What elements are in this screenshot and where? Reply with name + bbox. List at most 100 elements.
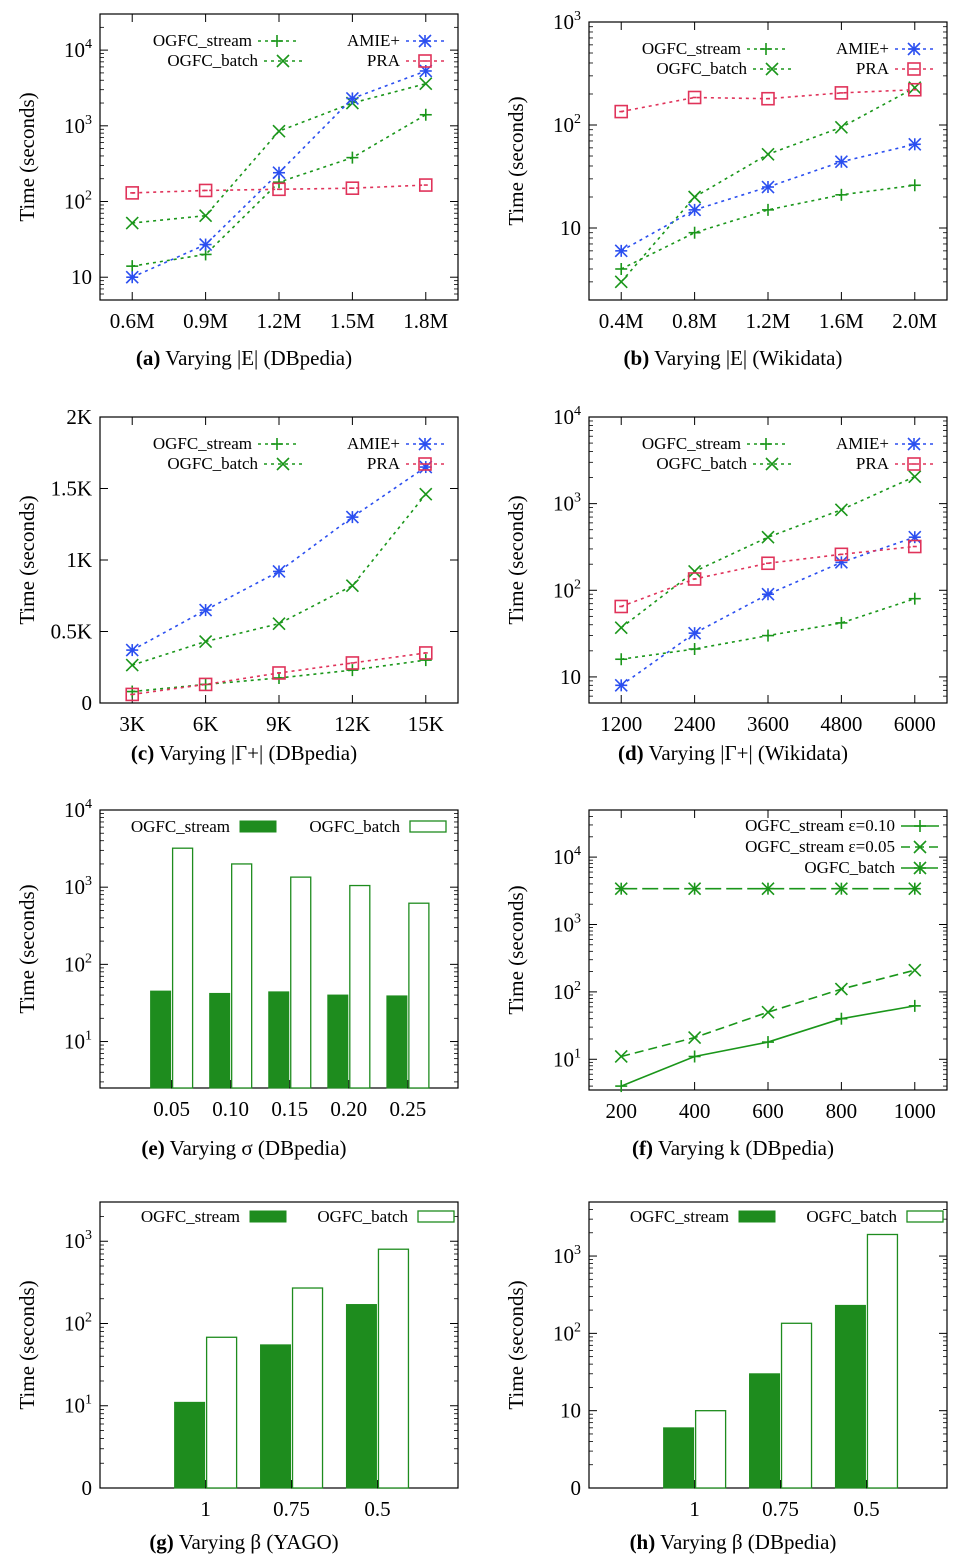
x-tick-label: 0.05 <box>153 1097 190 1121</box>
x-tick-label: 1.2M <box>746 309 791 333</box>
bar-stream <box>209 992 231 1089</box>
x-tick-label: 800 <box>826 1099 858 1123</box>
bar-batch <box>780 1322 813 1489</box>
legend-marker <box>907 457 921 471</box>
legend-marker <box>276 54 290 68</box>
data-point <box>272 124 286 138</box>
data-point <box>614 1049 628 1064</box>
bar-batch <box>866 1233 899 1489</box>
legend-label: OGFC_batch <box>309 817 400 836</box>
data-point <box>272 182 286 197</box>
data-point <box>761 1005 775 1019</box>
data-point <box>199 209 213 223</box>
data-point <box>125 186 140 200</box>
y-axis-label: Time (seconds) <box>15 495 39 624</box>
x-tick-label: 6000 <box>894 712 936 736</box>
y-tick-label: 10 <box>71 265 92 289</box>
legend-label: OGFC_stream ε=0.05 <box>745 837 895 856</box>
data-point <box>272 666 286 680</box>
y-axis-label: Time (seconds) <box>504 885 528 1014</box>
bar-batch <box>231 863 253 1089</box>
x-tick-label: 400 <box>679 1099 711 1123</box>
y-tick-label: 1.5K <box>51 477 92 501</box>
data-point <box>834 547 849 562</box>
x-tick-label: 2.0M <box>892 309 937 333</box>
y-tick-label: 103 <box>64 113 92 138</box>
legend-marker <box>418 457 432 471</box>
data-point <box>762 203 774 216</box>
data-point <box>272 166 286 180</box>
y-tick-label: 101 <box>64 1029 92 1054</box>
y-tick-label: 2K <box>66 405 92 429</box>
series-line <box>132 82 426 224</box>
x-tick-label: 1 <box>200 1497 211 1521</box>
data-point <box>272 617 286 631</box>
series-line <box>131 493 427 666</box>
chart-g: 0 101 102 103 1 0.75 0.5 Time (seconds) OGFC_str… <box>15 1201 459 1521</box>
legend-marker <box>418 34 432 48</box>
data-point <box>688 226 701 239</box>
data-point <box>615 262 628 275</box>
data-point <box>419 108 432 121</box>
data-point <box>908 999 921 1012</box>
data-point <box>615 1080 628 1093</box>
caption-text: Varying |Γ+| (Wikidata) <box>648 741 849 765</box>
data-point <box>835 616 848 629</box>
legend-marker <box>271 438 283 450</box>
y-tick-label: 101 <box>64 1393 92 1418</box>
data-point <box>346 664 359 677</box>
legend-swatch <box>409 820 447 833</box>
x-tick-label: 0.75 <box>762 1497 799 1521</box>
y-tick-label: 10 <box>560 1399 581 1423</box>
legend-marker <box>765 62 779 76</box>
y-axis-label: Time (seconds) <box>504 1280 528 1409</box>
data-point <box>688 882 702 896</box>
legend-marker <box>907 437 921 451</box>
caption-tag: (b) <box>623 346 650 370</box>
data-point <box>199 237 213 252</box>
data-point <box>345 510 359 524</box>
bar-stream <box>260 1344 292 1489</box>
y-tick-label: 102 <box>553 112 581 137</box>
x-tick-label: 0.6M <box>110 309 155 333</box>
data-point <box>419 654 432 667</box>
data-point <box>688 564 702 579</box>
data-point <box>688 1030 702 1045</box>
data-point <box>835 188 848 201</box>
x-tick-label: 2400 <box>674 712 716 736</box>
legend-label: OGFC_batch <box>317 1207 408 1226</box>
x-tick-label: 0.5 <box>364 1497 390 1521</box>
legend-swatch <box>249 1210 287 1223</box>
bar-batch <box>377 1248 410 1489</box>
data-point <box>688 203 702 217</box>
y-tick-label: 102 <box>64 1310 92 1335</box>
y-tick-label: 0 <box>571 1476 582 1500</box>
data-point <box>908 530 922 544</box>
legend-label: AMIE+ <box>836 39 889 58</box>
data-point <box>614 244 628 258</box>
data-point <box>126 685 139 698</box>
caption-text: Varying |E| (DBpedia) <box>165 346 353 370</box>
chart-h: 0 10 102 103 1 0.75 0.5 Time (seconds) OGFC_stre… <box>504 1201 948 1521</box>
legend-label: OGFC_stream <box>131 817 230 836</box>
legend-label: PRA <box>856 59 890 78</box>
y-tick-label: 0.5K <box>51 620 92 644</box>
caption-f: (f) Varying k (DBpedia) <box>489 1136 977 1161</box>
legend-marker <box>418 54 432 68</box>
y-tick-label: 104 <box>64 37 92 62</box>
x-tick-label: 0.4M <box>599 309 644 333</box>
data-point <box>908 963 922 977</box>
data-point <box>614 621 628 635</box>
caption-text: Varying |E| (Wikidata) <box>654 346 843 370</box>
y-tick-label: 102 <box>64 189 92 214</box>
x-tick-label: 3K <box>119 712 145 736</box>
data-point <box>418 646 433 660</box>
legend-label: PRA <box>367 454 401 473</box>
x-tick-label: 0.20 <box>330 1097 367 1121</box>
x-tick-label: 12K <box>334 712 370 736</box>
data-point <box>834 120 848 134</box>
y-tick-label: 104 <box>553 404 581 429</box>
data-point <box>125 216 139 230</box>
y-tick-label: 103 <box>553 9 581 34</box>
y-tick-label: 103 <box>64 874 92 899</box>
